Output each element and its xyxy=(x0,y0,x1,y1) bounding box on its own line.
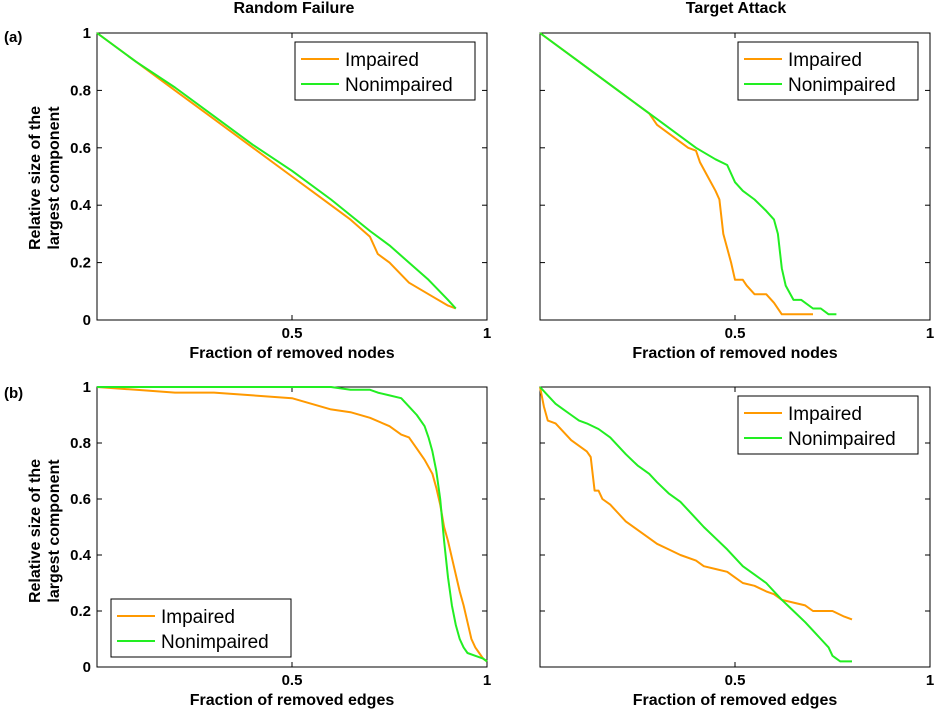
x-tick-label: 0.5 xyxy=(725,672,746,689)
y-tick-label: 0.4 xyxy=(70,547,92,564)
series-line-nonimpaired xyxy=(539,32,837,316)
legend-label-nonimpaired: Nonimpaired xyxy=(161,632,269,653)
y-tick-label: 0 xyxy=(83,312,91,329)
chart-panel-target-attack-edges: 0.5 1 Fraction of removed edges Impaired Non… xyxy=(539,386,934,709)
chart-panel-random-failure-edges: 0.5 1 0 0.2 0.4 0.6 0.8 1 Fraction of removed ed… xyxy=(70,379,491,709)
series-line-impaired xyxy=(539,386,853,621)
y-tick-label: 0.6 xyxy=(70,491,91,508)
legend-box xyxy=(737,395,919,455)
x-tick-label: 1 xyxy=(483,672,491,689)
legend: Impaired Nonimpaired xyxy=(737,395,919,455)
legend: Impaired Nonimpaired xyxy=(294,41,476,101)
y-tick-label: 0.8 xyxy=(70,435,91,452)
legend-box xyxy=(110,598,292,658)
y-tick-label: 1 xyxy=(83,379,91,396)
y-tick-label: 0 xyxy=(83,659,91,676)
legend-label-nonimpaired: Nonimpaired xyxy=(788,429,896,450)
column-title-random-failure: Random Failure xyxy=(234,0,355,17)
ylabel-line-2: largest component xyxy=(46,106,63,250)
legend: Impaired Nonimpaired xyxy=(737,41,919,101)
x-axis-label: Fraction of removed nodes xyxy=(632,345,837,362)
ylabel-line-2: largest component xyxy=(46,459,63,603)
legend-label-nonimpaired: Nonimpaired xyxy=(788,75,896,96)
y-tick-label: 0.6 xyxy=(70,140,91,157)
x-tick-label: 0.5 xyxy=(282,672,303,689)
column-title-target-attack: Target Attack xyxy=(686,0,787,17)
legend-label-impaired: Impaired xyxy=(788,404,862,425)
series-line-impaired xyxy=(96,32,457,310)
series-line-nonimpaired xyxy=(96,32,457,310)
panel-label-b: (b) xyxy=(4,385,23,402)
series-line-nonimpaired xyxy=(97,386,488,663)
ylabel-line-1: Relative size of the xyxy=(27,459,44,603)
ylabel-row-a: Relative size of the largest component xyxy=(27,106,63,250)
x-tick-label: 0.5 xyxy=(282,325,303,342)
legend-label-impaired: Impaired xyxy=(161,607,235,628)
legend-label-nonimpaired: Nonimpaired xyxy=(345,75,453,96)
y-tick-label: 0.8 xyxy=(70,82,91,99)
x-tick-label: 1 xyxy=(926,672,934,689)
panel-label-a: (a) xyxy=(4,29,22,46)
x-tick-label: 0.5 xyxy=(725,325,746,342)
y-tick-label: 0.2 xyxy=(70,603,91,620)
series-line-nonimpaired xyxy=(539,386,852,663)
y-tick-label: 1 xyxy=(83,25,91,42)
x-axis-label: Fraction of removed nodes xyxy=(189,345,394,362)
chart-panel-random-failure-nodes: 0.5 1 0 0.2 0.4 0.6 0.8 1 Fraction of removed no… xyxy=(70,25,491,362)
x-tick-label: 1 xyxy=(926,325,934,342)
ylabel-row-b: Relative size of the largest component xyxy=(27,459,63,603)
x-axis-label: Fraction of removed edges xyxy=(190,692,395,709)
y-tick-label: 0.4 xyxy=(70,197,92,214)
chart-panel-target-attack-nodes: 0.5 1 Fraction of removed nodes Impaired Non… xyxy=(539,32,934,362)
legend-label-impaired: Impaired xyxy=(788,50,862,71)
legend-label-impaired: Impaired xyxy=(345,50,419,71)
legend-box xyxy=(737,41,919,101)
x-axis-label: Fraction of removed edges xyxy=(633,692,838,709)
legend: Impaired Nonimpaired xyxy=(110,598,292,658)
series-line-impaired xyxy=(96,386,488,663)
x-tick-label: 1 xyxy=(483,325,491,342)
ylabel-line-1: Relative size of the xyxy=(27,106,44,250)
y-tick-label: 0.2 xyxy=(70,255,91,272)
legend-box xyxy=(294,41,476,101)
series-line-impaired xyxy=(539,32,813,316)
